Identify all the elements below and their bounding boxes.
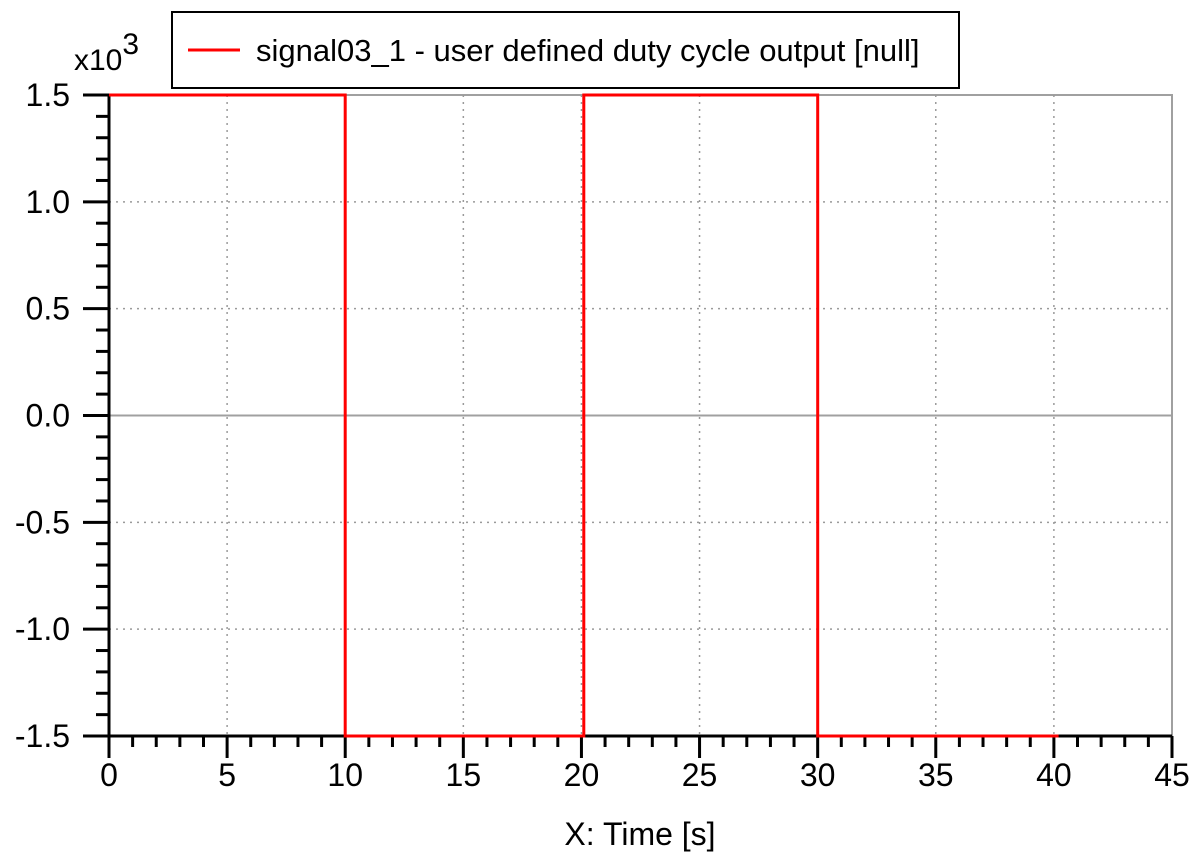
y-multiplier-exponent: 3 [122,28,139,61]
x-tick-label: 35 [918,757,954,793]
y-tick-label: -0.5 [15,504,70,540]
y-multiplier-base: x10 [74,44,122,77]
series-layer [109,93,1059,738]
y-tick-label: -1.0 [15,611,70,647]
x-tick-label: 20 [564,757,600,793]
x-tick-label: 5 [218,757,236,793]
y-tick-label: -1.5 [15,718,70,754]
tick-labels: 0 5 10 15 20 25 30 35 40 45 -1.5 -1.0 -0.5 0.0 0.5 1.0 1… [15,77,1190,793]
x-axis-title: X: Time [s] [564,816,715,852]
x-tick-label: 15 [446,757,482,793]
x-tick-label: 40 [1036,757,1072,793]
legend: signal03_1 - user defined duty cycle out… [171,11,960,89]
y-tick-label: 1.5 [26,77,70,113]
y-tick-label: 0.5 [26,291,70,327]
x-tick-label: 45 [1154,757,1190,793]
x-tick-label: 25 [682,757,718,793]
y-axis-multiplier: x103 [74,28,139,77]
legend-label: signal03_1 - user defined duty cycle out… [256,33,919,68]
grid [108,94,1173,737]
y-tick-label: 0.0 [26,398,70,434]
x-tick-label: 30 [800,757,836,793]
series-line [109,93,1059,738]
legend-frame [171,11,960,89]
y-tick-label: 1.0 [26,184,70,220]
x-tick-label: 10 [327,757,363,793]
x-tick-label: 0 [100,757,118,793]
